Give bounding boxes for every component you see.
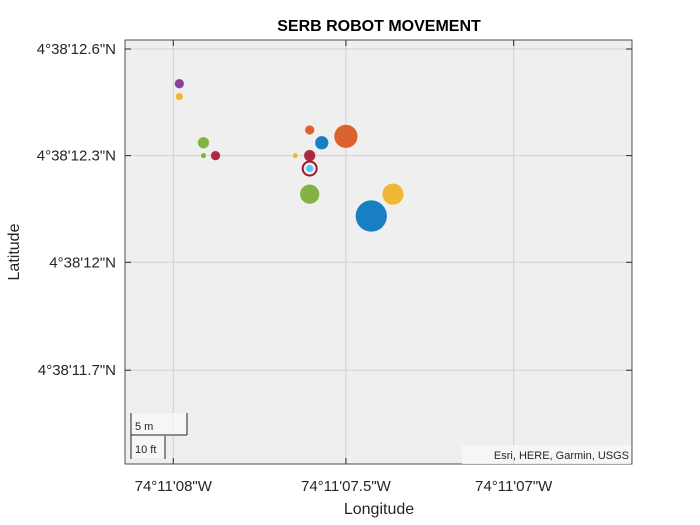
x-tick-label: 74°11'08"W: [135, 478, 213, 495]
data-point: [333, 123, 359, 149]
data-point: [299, 183, 321, 205]
data-points: [173, 78, 405, 233]
data-point: [173, 78, 185, 90]
data-point: [305, 163, 315, 173]
data-point: [381, 182, 405, 206]
scale-bar-imperial-box: [131, 436, 165, 458]
axis-ticks: 74°11'08"W 74°11'07.5"W 74°11'07"W 4°38'12.…: [37, 40, 632, 495]
gridlines: [125, 40, 632, 464]
scale-bar-imperial-label: 10 ft: [135, 444, 156, 456]
y-tick-label: 4°38'12"N: [49, 254, 116, 271]
y-tick-label: 4°38'12.3"N: [37, 148, 116, 165]
x-tick-label: 74°11'07.5"W: [301, 478, 392, 495]
scale-bar-metric-label: 5 m: [135, 421, 153, 433]
data-point: [354, 199, 388, 233]
data-point: [291, 152, 299, 160]
data-point: [314, 135, 330, 151]
data-point-ring: [301, 160, 318, 177]
data-point: [199, 152, 207, 160]
y-axis-label: Latitude: [6, 223, 23, 280]
y-tick-label: 4°38'12.6"N: [37, 41, 116, 58]
scale-bar: 5 m 10 ft: [130, 413, 188, 459]
chart-title: SERB ROBOT MOVEMENT: [277, 18, 481, 35]
map-attribution: Esri, HERE, Garmin, USGS: [494, 450, 629, 462]
data-point: [304, 124, 316, 136]
data-point: [174, 92, 184, 102]
data-point: [303, 149, 317, 163]
x-tick-label: 74°11'07"W: [475, 478, 553, 495]
scale-bar-metric-box: [131, 413, 187, 435]
data-point: [196, 136, 210, 150]
y-tick-label: 4°38'11.7"N: [38, 362, 116, 379]
data-point: [210, 150, 222, 162]
plot-area[interactable]: [124, 39, 633, 465]
x-axis-label: Longitude: [344, 501, 414, 518]
attribution-box: [462, 445, 631, 464]
